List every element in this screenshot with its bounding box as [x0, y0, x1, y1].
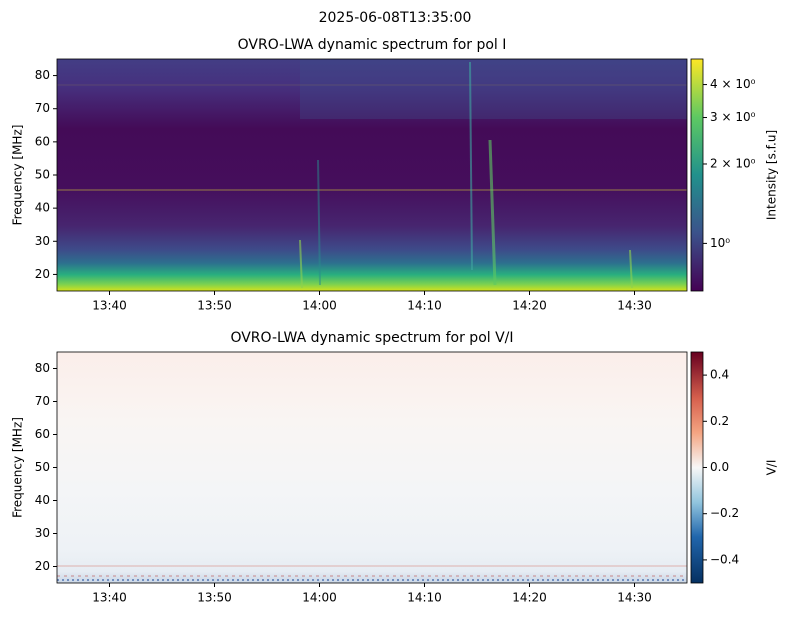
y-tick-label: 60	[35, 134, 50, 148]
y-tick-label: 60	[35, 427, 50, 441]
colorbar	[690, 351, 704, 584]
colorbar-tick-label: 10⁰	[710, 236, 730, 250]
x-tick-label: 13:50	[197, 299, 232, 313]
colorbar-tick-label: 3 × 10⁰	[710, 110, 756, 124]
y-tick-label: 70	[35, 101, 50, 115]
colorbar-tick-label: 0.0	[710, 460, 729, 474]
x-tick-label: 13:40	[92, 591, 127, 605]
heatmap-image	[57, 59, 687, 583]
colorbar-tick-label: 0.2	[710, 414, 729, 428]
colorbar-label: V/I	[765, 460, 779, 476]
colorbar-tick-label: 0.4	[710, 368, 729, 382]
y-tick-label: 50	[35, 460, 50, 474]
x-tick-label: 14:20	[512, 299, 547, 313]
x-tick-label: 14:10	[407, 591, 442, 605]
y-axis-label: Frequency [MHz]	[11, 417, 25, 518]
colorbar-label: Intensity [s.f.u]	[765, 130, 779, 220]
colorbar-tick-label: −0.2	[710, 506, 739, 520]
colorbar-tick-label: 4 × 10⁰	[710, 77, 756, 91]
y-tick-label: 80	[35, 68, 50, 82]
suptitle: 2025-06-08T13:35:00	[319, 10, 472, 26]
chart-title: OVRO-LWA dynamic spectrum for pol I	[238, 37, 507, 53]
y-axis-label: Frequency [MHz]	[11, 125, 25, 226]
y-tick-label: 20	[35, 267, 50, 281]
x-tick-label: 14:30	[617, 591, 652, 605]
colorbar	[690, 58, 704, 292]
x-tick-label: 14:00	[302, 299, 337, 313]
x-tick-label: 13:40	[92, 299, 127, 313]
y-tick-label: 70	[35, 394, 50, 408]
colorbar-tick-label: −0.4	[710, 552, 739, 566]
y-tick-label: 30	[35, 526, 50, 540]
x-tick-label: 14:30	[617, 299, 652, 313]
x-tick-label: 14:00	[302, 591, 337, 605]
y-tick-label: 40	[35, 201, 50, 215]
x-tick-label: 13:50	[197, 591, 232, 605]
chart-title: OVRO-LWA dynamic spectrum for pol V/I	[230, 330, 513, 346]
y-tick-label: 80	[35, 361, 50, 375]
x-tick-label: 14:10	[407, 299, 442, 313]
x-tick-label: 14:20	[512, 591, 547, 605]
y-tick-label: 20	[35, 559, 50, 573]
y-tick-label: 40	[35, 493, 50, 507]
y-tick-label: 50	[35, 168, 50, 182]
colorbar-tick-label: 2 × 10⁰	[710, 156, 756, 170]
y-tick-label: 30	[35, 234, 50, 248]
